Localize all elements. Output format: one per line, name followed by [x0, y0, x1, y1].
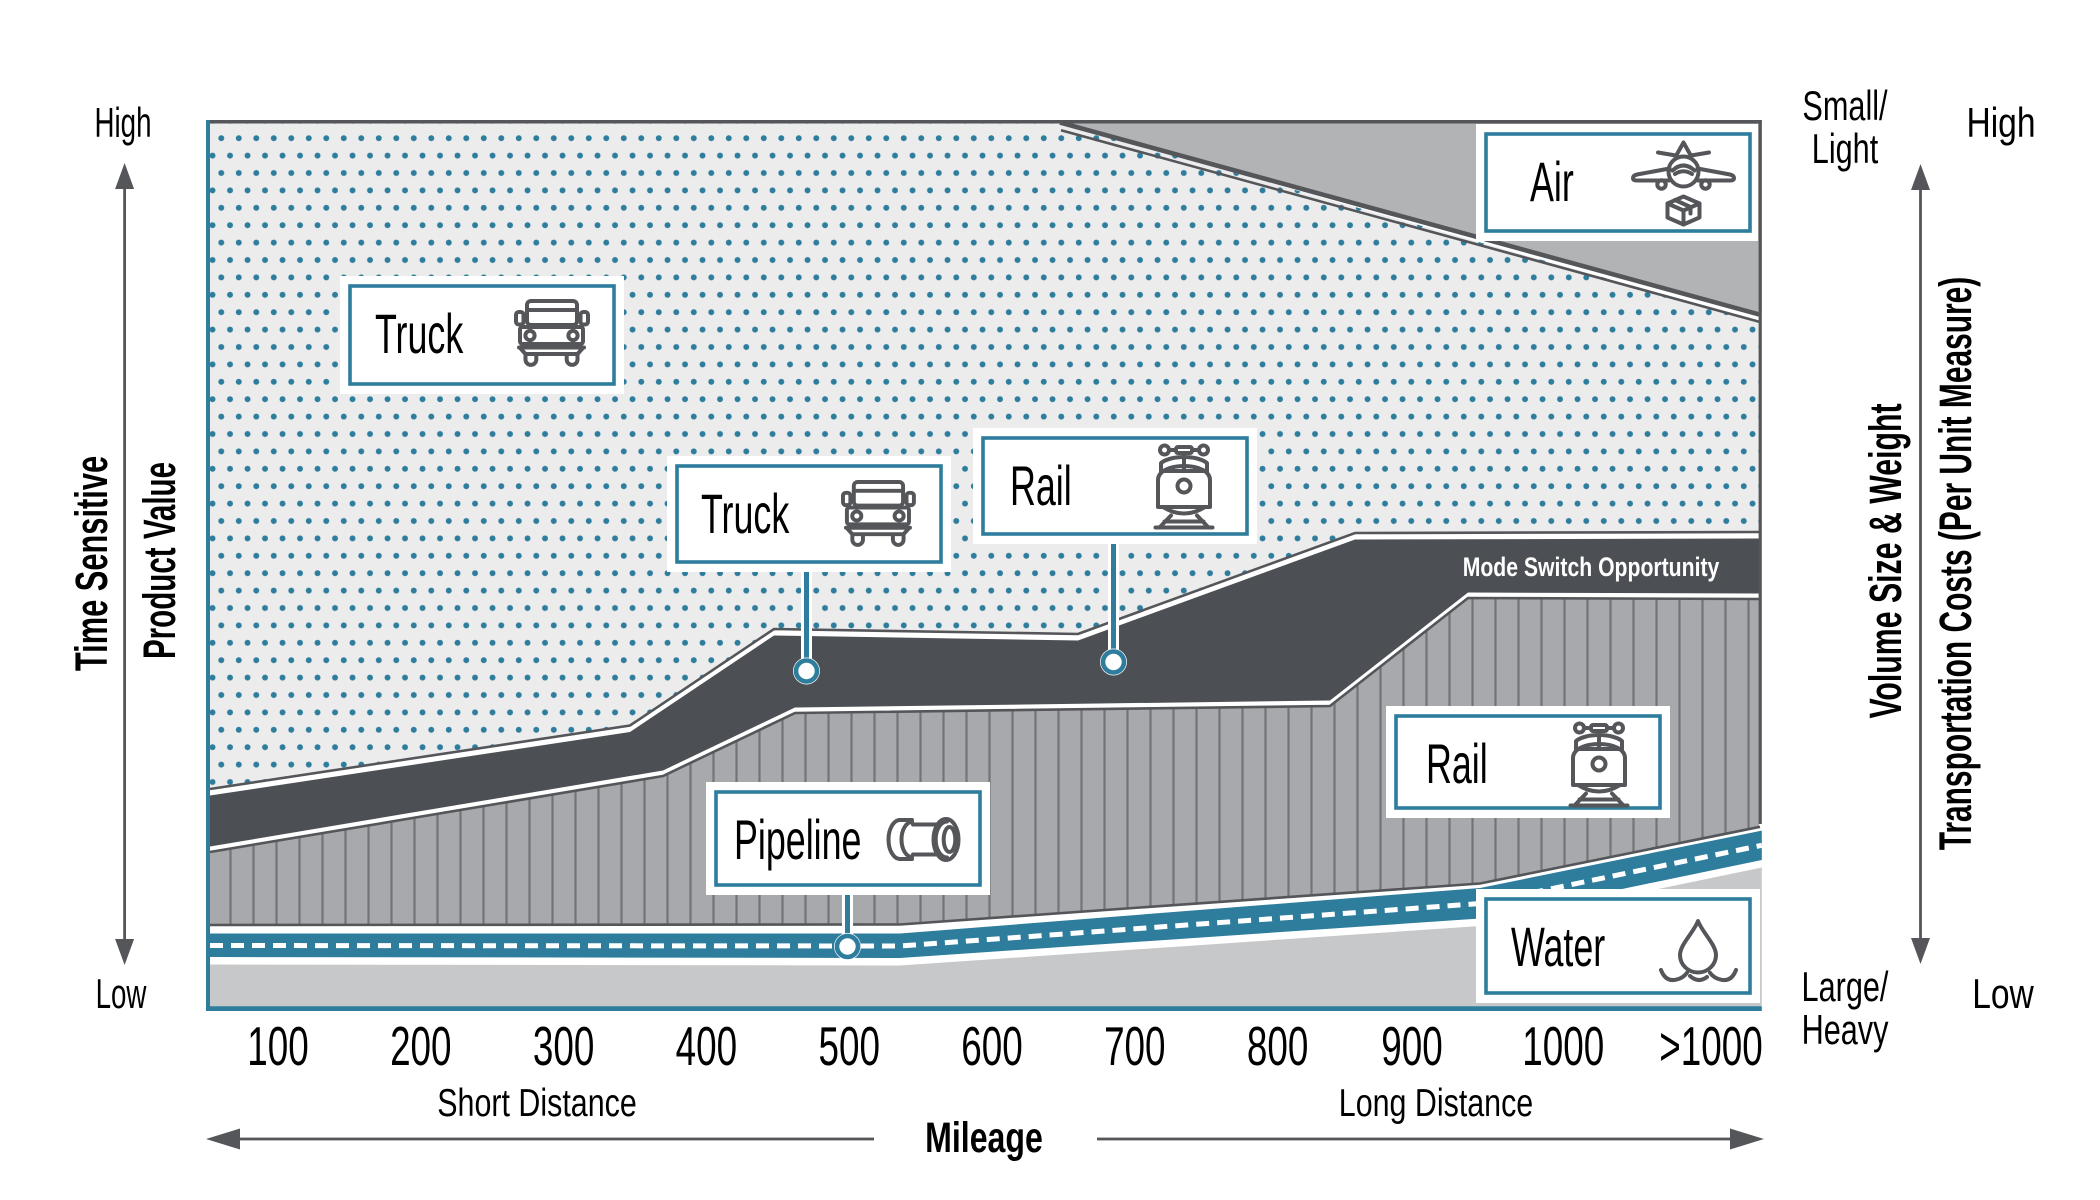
- svg-text:Mileage: Mileage: [925, 1114, 1043, 1161]
- svg-text:Large/: Large/: [1802, 963, 1890, 1010]
- svg-text:600: 600: [961, 1016, 1022, 1077]
- svg-text:900: 900: [1381, 1016, 1442, 1077]
- svg-text:Heavy: Heavy: [1802, 1006, 1889, 1053]
- svg-text:500: 500: [818, 1016, 879, 1077]
- svg-text:Transportation Costs (Per Unit: Transportation Costs (Per Unit Measure): [1931, 277, 1982, 851]
- svg-text:Pipeline: Pipeline: [734, 808, 861, 871]
- svg-text:Small/: Small/: [1802, 82, 1888, 129]
- svg-text:Low: Low: [96, 970, 147, 1017]
- svg-text:Water: Water: [1511, 915, 1605, 978]
- svg-text:1000: 1000: [1522, 1016, 1604, 1077]
- svg-text:Mode Switch Opportunity: Mode Switch Opportunity: [1463, 553, 1720, 583]
- svg-text:Rail: Rail: [1010, 454, 1072, 517]
- svg-text:100: 100: [247, 1016, 308, 1077]
- svg-text:700: 700: [1104, 1016, 1165, 1077]
- svg-text:Time Sensitive: Time Sensitive: [67, 456, 117, 671]
- svg-text:High: High: [94, 99, 151, 146]
- svg-text:Product Value: Product Value: [136, 462, 186, 659]
- svg-text:Air: Air: [1530, 150, 1574, 213]
- svg-text:Volume Size & Weight: Volume Size & Weight: [1861, 403, 1911, 718]
- svg-text:Low: Low: [1972, 972, 2034, 1018]
- svg-text:400: 400: [676, 1016, 737, 1077]
- svg-text:Truck: Truck: [701, 482, 790, 545]
- svg-text:>1000: >1000: [1659, 1016, 1762, 1077]
- svg-text:200: 200: [390, 1016, 451, 1077]
- svg-text:High: High: [1966, 101, 2035, 147]
- svg-text:300: 300: [533, 1016, 594, 1077]
- svg-text:Truck: Truck: [375, 302, 464, 365]
- svg-text:Short Distance: Short Distance: [437, 1081, 636, 1124]
- svg-text:Rail: Rail: [1426, 732, 1488, 795]
- svg-text:800: 800: [1247, 1016, 1308, 1077]
- svg-text:Long Distance: Long Distance: [1339, 1081, 1533, 1124]
- svg-text:Light: Light: [1812, 125, 1878, 172]
